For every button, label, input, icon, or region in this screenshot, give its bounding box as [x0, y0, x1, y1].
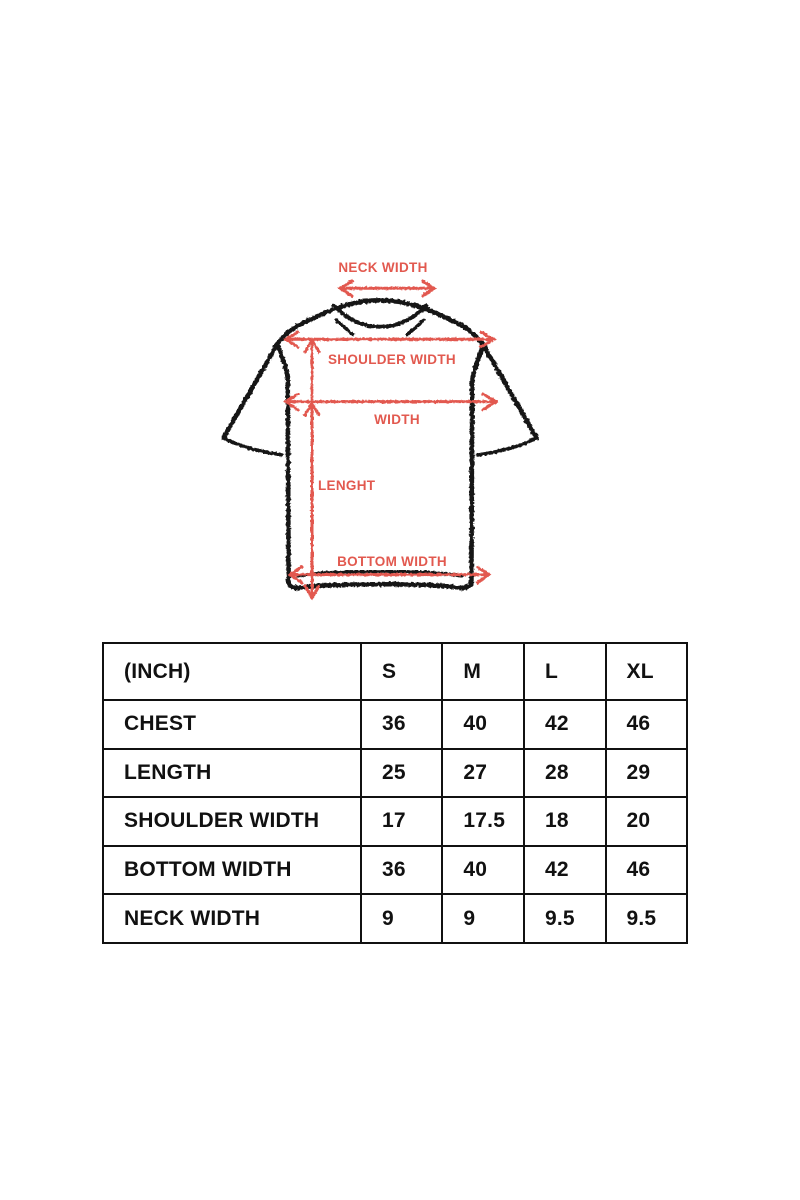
svg-text:WIDTH: WIDTH	[374, 412, 420, 427]
svg-text:LENGHT: LENGHT	[318, 478, 376, 493]
svg-text:BOTTOM WIDTH: BOTTOM WIDTH	[337, 554, 447, 569]
svg-text:SHOULDER WIDTH: SHOULDER WIDTH	[328, 352, 456, 367]
svg-text:NECK WIDTH: NECK WIDTH	[338, 260, 427, 275]
